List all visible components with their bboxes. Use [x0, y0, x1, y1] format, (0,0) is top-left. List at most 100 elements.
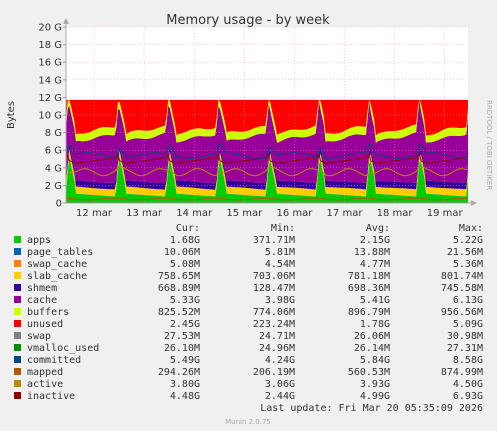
legend-series-name: buffers [27, 307, 69, 318]
legend-value-max: 874.99M [441, 367, 483, 378]
legend-value-avg: 1.78G [360, 319, 390, 330]
legend-value-avg: 896.79M [348, 307, 390, 318]
y-tick-label: 20 G [38, 23, 62, 34]
legend-value-avg: 26.14M [354, 343, 390, 354]
area-unused [66, 99, 468, 136]
legend-value-min: 371.71M [253, 235, 295, 246]
legend-series-name: slab_cache [27, 271, 87, 282]
legend-value-cur: 2.45G [170, 319, 200, 330]
x-tick-label: 13 mar [126, 208, 163, 219]
y-tick-label: 12 G [38, 93, 62, 104]
area-shmem [66, 144, 468, 190]
legend-swatch [14, 320, 21, 327]
legend-series-name: shmem [27, 283, 57, 294]
legend-swatch [14, 296, 21, 303]
legend-value-max: 956.56M [441, 307, 483, 318]
x-tick-label: 15 mar [226, 208, 263, 219]
legend-value-cur: 3.80G [170, 379, 200, 390]
legend-value-cur: 5.08M [170, 259, 200, 270]
legend-value-cur: 27.53M [164, 331, 200, 342]
y-axis-label: Bytes [6, 101, 17, 129]
legend-value-max: 5.22G [453, 235, 483, 246]
chart-title: Memory usage - by week [166, 13, 330, 28]
legend-series-name: swap_cache [27, 259, 87, 270]
x-tick-label: 14 mar [176, 208, 213, 219]
legend-value-cur: 10.06M [164, 247, 200, 258]
legend-value-cur: 825.52M [158, 307, 200, 318]
y-tick-label: 10 G [38, 111, 62, 122]
x-tick-label: 12 mar [76, 208, 113, 219]
legend-value-max: 5.36M [453, 259, 483, 270]
legend-header: Min: [271, 223, 295, 234]
legend-series-name: swap [27, 331, 51, 342]
legend-value-max: 4.50G [453, 379, 483, 390]
legend-header: Cur: [176, 223, 200, 234]
legend-swatch [14, 368, 21, 375]
legend-series-name: committed [27, 355, 81, 366]
legend-value-avg: 26.06M [354, 331, 390, 342]
legend-value-avg: 5.84G [360, 355, 390, 366]
x-tick-label: 18 mar [377, 208, 414, 219]
legend-value-min: 3.06G [265, 379, 295, 390]
legend-value-cur: 1.68G [170, 235, 200, 246]
area-apps [66, 157, 468, 203]
legend-value-min: 5.81M [265, 247, 295, 258]
munin-version: Munin 2.0.75 [225, 418, 271, 426]
legend-swatch [14, 236, 21, 243]
legend-swatch [14, 308, 21, 315]
area-slab_cache [66, 149, 468, 197]
legend-header: Max: [459, 223, 483, 234]
legend-series-name: vmalloc_used [27, 343, 99, 354]
legend-value-max: 6.93G [453, 391, 483, 402]
line-mapped [65, 197, 468, 201]
legend-swatch [14, 392, 21, 399]
y-axis-arrow [63, 18, 69, 24]
area-buffers [66, 99, 468, 143]
x-tick-label: 19 mar [427, 208, 464, 219]
legend-swatch [14, 356, 21, 363]
y-tick-label: 4 G [45, 163, 62, 174]
legend-value-min: 24.71M [259, 331, 295, 342]
legend-value-min: 24.96M [259, 343, 295, 354]
y-tick-label: 8 G [45, 128, 62, 139]
legend-value-avg: 560.53M [348, 367, 390, 378]
legend-value-cur: 758.65M [158, 271, 200, 282]
legend-value-avg: 698.36M [348, 283, 390, 294]
legend-value-avg: 3.93G [360, 379, 390, 390]
legend-swatch [14, 272, 21, 279]
legend-series-name: active [27, 379, 63, 390]
x-axis-arrow [471, 200, 477, 206]
legend-swatch [14, 344, 21, 351]
legend-value-max: 745.58M [441, 283, 483, 294]
legend-series-name: cache [27, 295, 57, 306]
legend-swatch [14, 380, 21, 387]
legend-series-name: page_tables [27, 247, 93, 258]
legend-value-cur: 5.33G [170, 295, 200, 306]
rrdtool-credit: RRDTOOL / TOBI OETIKER [485, 100, 493, 190]
line-active [65, 166, 469, 177]
legend-swatch [14, 332, 21, 339]
legend-header: Avg: [366, 223, 390, 234]
y-tick-label: 16 G [38, 58, 62, 69]
area-cache [66, 99, 468, 184]
legend-value-cur: 26.10M [164, 343, 200, 354]
legend-value-min: 4.54M [265, 259, 295, 270]
line-inactive [65, 152, 469, 164]
legend-swatch [14, 284, 21, 291]
y-tick-label: 2 G [45, 181, 62, 192]
y-tick-label: 18 G [38, 40, 62, 51]
axes: 0 2 G 4 G 6 G 8 G 10 G 12 G 14 G 16 G 18 G 20 G 12 … [38, 18, 477, 219]
legend-value-avg: 13.88M [354, 247, 390, 258]
line-committed [65, 142, 469, 159]
legend-value-max: 30.98M [447, 331, 483, 342]
legend-series-name: apps [27, 235, 51, 246]
legend-value-max: 801.74M [441, 271, 483, 282]
y-tick-label: 6 G [45, 146, 62, 157]
legend-value-cur: 294.26M [158, 367, 200, 378]
legend-value-avg: 5.41G [360, 295, 390, 306]
x-tick-label: 16 mar [276, 208, 313, 219]
legend-series-name: mapped [27, 367, 63, 378]
legend-value-min: 223.24M [253, 319, 295, 330]
legend-value-cur: 5.49G [170, 355, 200, 366]
